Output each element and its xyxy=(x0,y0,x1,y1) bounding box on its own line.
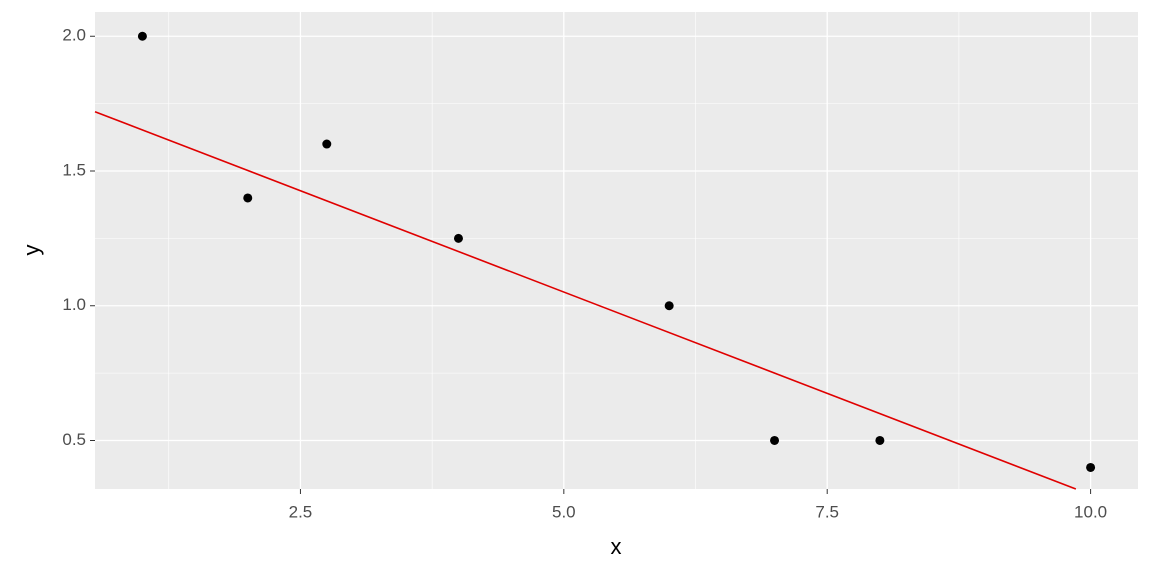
point xyxy=(1086,462,1096,472)
point xyxy=(322,139,332,149)
point xyxy=(664,301,674,311)
x-tick-label: 10.0 xyxy=(1074,502,1107,521)
y-axis-label: y xyxy=(19,245,44,256)
y-tick-label: 1.5 xyxy=(62,160,86,179)
x-tick-label: 5.0 xyxy=(552,502,576,521)
x-tick-label: 7.5 xyxy=(815,502,839,521)
fit-line xyxy=(94,110,1077,490)
panel xyxy=(95,12,1138,489)
point xyxy=(770,435,780,445)
point xyxy=(453,233,463,243)
x-axis-label: x xyxy=(611,534,622,559)
point xyxy=(875,435,885,445)
x-tick-label: 2.5 xyxy=(289,502,313,521)
point xyxy=(243,193,253,203)
y-tick-label: 2.0 xyxy=(62,26,86,45)
y-tick-label: 1.0 xyxy=(62,295,86,314)
y-tick-label: 0.5 xyxy=(62,430,86,449)
point xyxy=(137,31,147,41)
